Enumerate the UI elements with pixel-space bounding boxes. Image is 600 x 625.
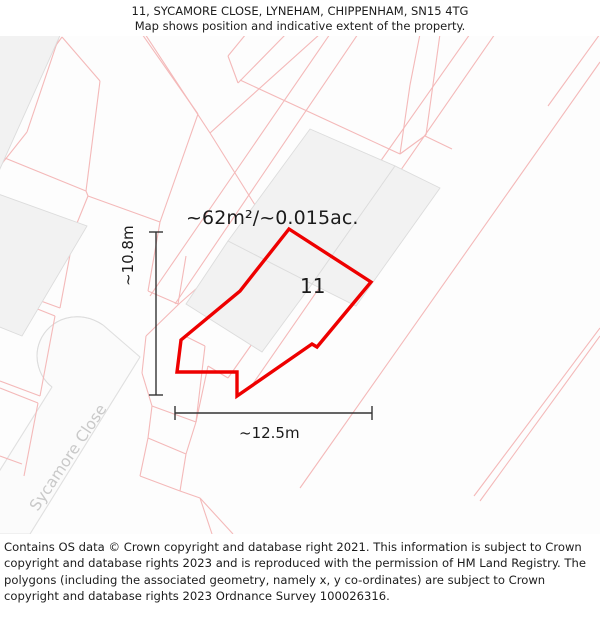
map-header: 11, SYCAMORE CLOSE, LYNEHAM, CHIPPENHAM,… [0, 0, 600, 36]
parcel-boundaries [0, 36, 600, 534]
map-canvas[interactable]: ~62m²/~0.015ac. 11 ~10.8m ~12.5m Sycamor… [0, 36, 600, 534]
copyright-notice: Contains OS data © Crown copyright and d… [4, 540, 586, 603]
property-boundary-polygon[interactable] [175, 226, 374, 400]
building-footprints [0, 36, 441, 353]
map-footer: Contains OS data © Crown copyright and d… [0, 534, 600, 625]
page-title: 11, SYCAMORE CLOSE, LYNEHAM, CHIPPENHAM,… [131, 4, 469, 18]
page-subtitle: Map shows position and indicative extent… [134, 19, 466, 33]
map-vector-layer [0, 36, 600, 534]
scale-bars [149, 231, 373, 420]
